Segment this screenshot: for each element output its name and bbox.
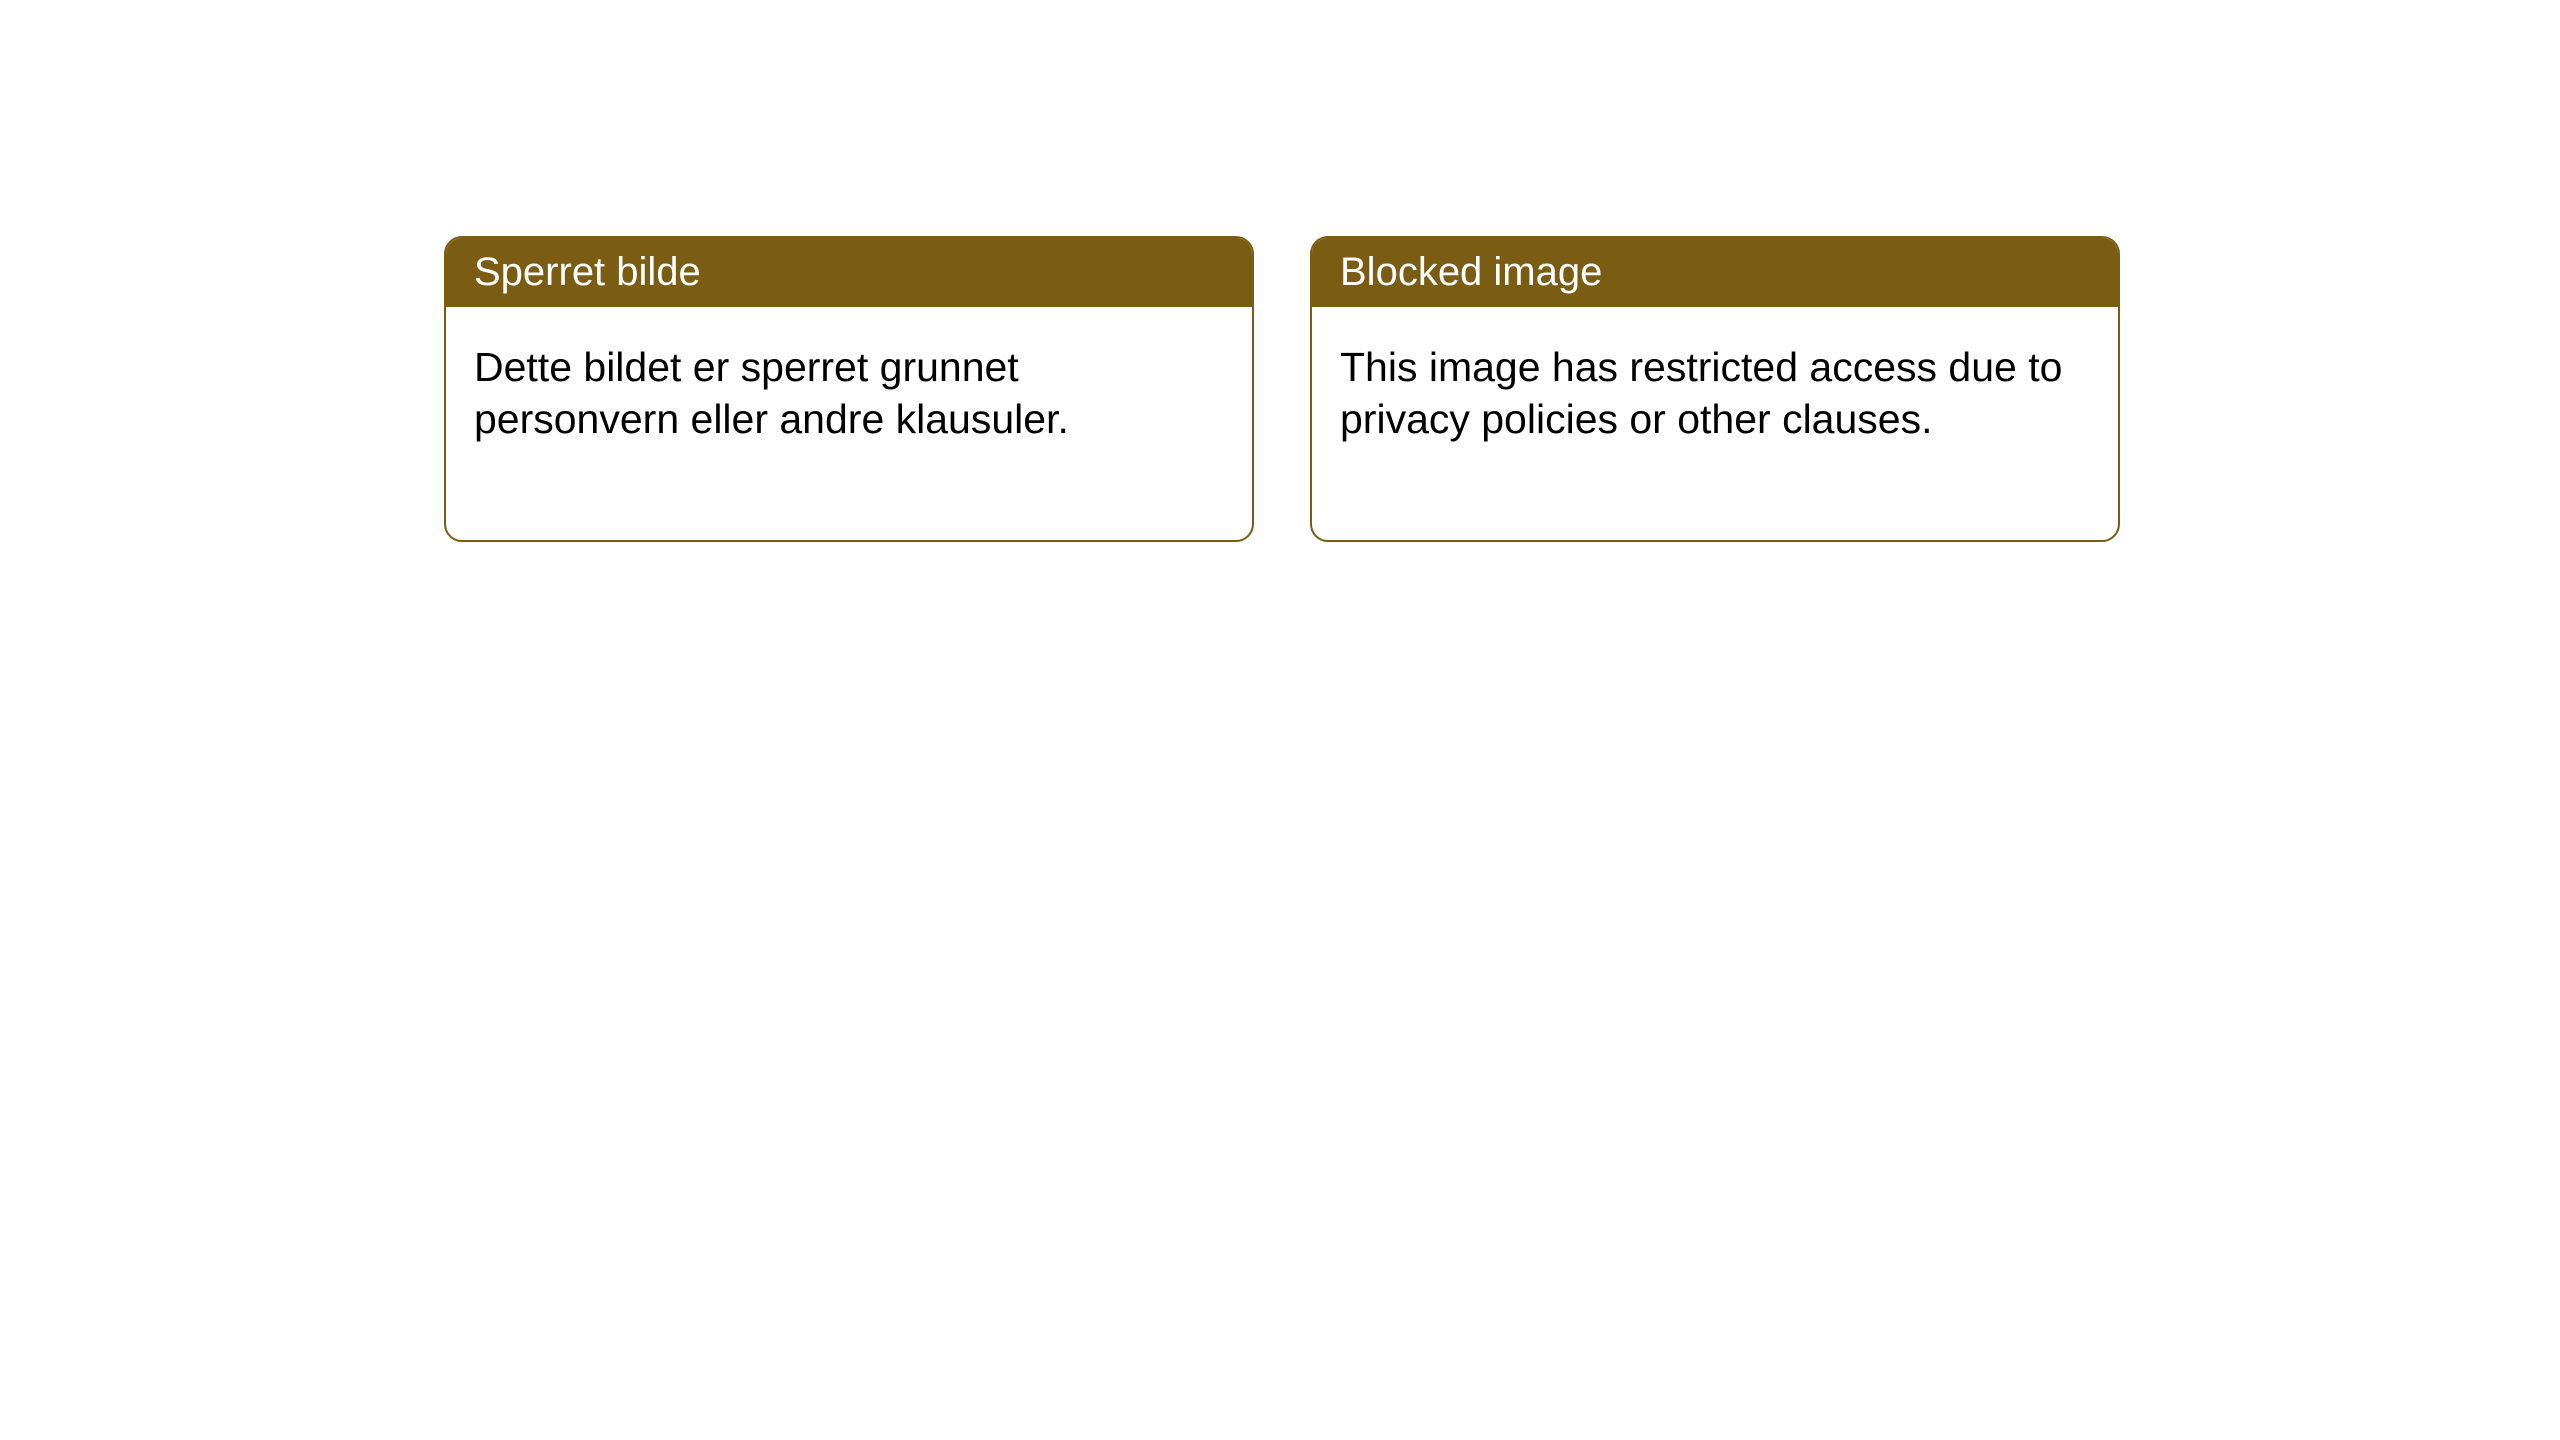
notice-body: Dette bildet er sperret grunnet personve… [446, 307, 1252, 540]
notice-card-english: Blocked image This image has restricted … [1310, 236, 2120, 542]
notice-header: Sperret bilde [446, 238, 1252, 307]
notice-header: Blocked image [1312, 238, 2118, 307]
notice-message: This image has restricted access due to … [1340, 344, 2062, 442]
notice-title: Blocked image [1340, 250, 1602, 294]
notice-body: This image has restricted access due to … [1312, 307, 2118, 540]
notice-card-norwegian: Sperret bilde Dette bildet er sperret gr… [444, 236, 1254, 542]
notice-message: Dette bildet er sperret grunnet personve… [474, 344, 1069, 442]
notice-title: Sperret bilde [474, 250, 701, 294]
notice-container: Sperret bilde Dette bildet er sperret gr… [444, 236, 2120, 542]
